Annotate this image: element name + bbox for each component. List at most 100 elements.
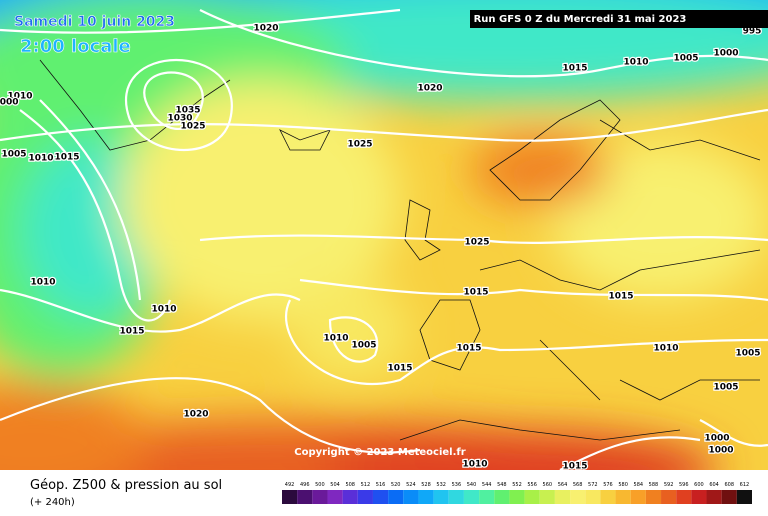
colorbar-swatch: [539, 490, 555, 504]
colorbar-label: 524: [406, 482, 416, 488]
isobar-label: 1000: [713, 49, 738, 59]
colorbar-swatch: [494, 490, 510, 504]
colorbar-label: 500: [315, 482, 325, 488]
isobar-label: 1015: [119, 327, 144, 337]
isobar-label: 1025: [464, 238, 489, 248]
isobar-label: 1025: [180, 122, 205, 132]
colorbar-label: 520: [391, 482, 401, 488]
forecast-time: 2:00 locale: [20, 36, 131, 57]
isobar-label: 1020: [417, 84, 442, 94]
colorbar-label: 544: [482, 482, 492, 488]
colorbar-label: 540: [467, 482, 477, 488]
footer-lead: (+ 240h): [30, 497, 75, 508]
isobar-label: 1010: [151, 305, 176, 315]
colorbar-swatch: [463, 490, 480, 504]
colorbar-swatch: [327, 490, 343, 504]
isobar-label: 1000: [0, 98, 19, 108]
footer-title: Géop. Z500 & pression au sol: [30, 478, 222, 493]
colorbar-swatch: [524, 490, 540, 504]
colorbar-label: 516: [376, 482, 386, 488]
isobar-label: 1010: [653, 344, 678, 354]
isobar-label: 1005: [735, 349, 760, 359]
colorbar-swatch: [645, 490, 662, 504]
colorbar-label: 604: [709, 482, 719, 488]
isobar-label: 1030: [167, 114, 192, 124]
colorbar-swatch: [600, 490, 616, 504]
colorbar-label: 504: [330, 482, 340, 488]
isobar-label: 1005: [351, 341, 376, 351]
isobar-label: 1015: [562, 64, 587, 74]
isobar-label: 1020: [253, 24, 278, 34]
isobar-label: 995: [743, 27, 762, 37]
isobar-label: 1025: [347, 140, 372, 150]
colorbar-swatch: [342, 490, 358, 504]
colorbar-label: 596: [679, 482, 689, 488]
isobar-label: 1020: [183, 410, 208, 420]
isobar-label: 1015: [387, 364, 412, 374]
colorbar-label: 568: [573, 482, 583, 488]
colorbar-swatch: [433, 490, 449, 504]
isobar-label: 1035: [175, 106, 200, 116]
isobar-label: 1015: [562, 462, 587, 472]
isobar-label: 1015: [456, 344, 481, 354]
isobar-label: 1005: [713, 383, 738, 393]
isobar-label: 1010: [7, 92, 32, 102]
colorbar-swatch: [312, 490, 328, 504]
colorbar-label: 564: [558, 482, 568, 488]
colorbar-label: 552: [512, 482, 522, 488]
run-info: Run GFS 0 Z du Mercredi 31 mai 2023: [474, 14, 687, 25]
isobar-label: 1015: [54, 153, 79, 163]
colorbar-swatch: [479, 490, 495, 504]
isobar-label: 1005: [673, 54, 698, 64]
isobar-label: 1010: [462, 460, 487, 470]
colorbar-swatch: [615, 490, 631, 504]
colorbar-label: 588: [649, 482, 659, 488]
isobar-label: 1010: [623, 58, 648, 68]
colorbar-label: 580: [618, 482, 628, 488]
colorbar-swatch: [676, 490, 692, 504]
colorbar-label: 548: [497, 482, 507, 488]
isobar-label: 1010: [323, 334, 348, 344]
colorbar-label: 536: [452, 482, 462, 488]
colorbar-label: 532: [436, 482, 446, 488]
isobar-label: 1015: [463, 288, 488, 298]
colorbar-label: 492: [285, 482, 295, 488]
colorbar-swatch: [706, 490, 722, 504]
isobars: [0, 8, 768, 470]
colorbar-swatch: [388, 490, 404, 504]
isobar-label: 1010: [30, 278, 55, 288]
colorbar-label: 496: [300, 482, 310, 488]
colorbar-label: 584: [634, 482, 644, 488]
colorbar-label: 512: [361, 482, 371, 488]
run-banner: [470, 10, 768, 28]
colorbar-label: 560: [543, 482, 553, 488]
colorbar-swatch: [372, 490, 389, 504]
colorbar-swatch: [297, 490, 313, 504]
colorbar: 492 496 500 504 508 512 516 520 524 528 532 536 540 5…: [282, 482, 752, 504]
colorbar-swatch: [357, 490, 373, 504]
colorbar-swatch: [661, 490, 677, 504]
colorbar-label: 556: [527, 482, 537, 488]
colorbar-swatch: [736, 490, 752, 504]
colorbar-label: 576: [603, 482, 613, 488]
colorbar-swatch: [418, 490, 434, 504]
colorbar-swatch: [721, 490, 737, 504]
colorbar-label: 528: [421, 482, 431, 488]
colorbar-swatch: [630, 490, 646, 504]
isobar-label: 1000: [704, 434, 729, 444]
colorbar-swatch: [691, 490, 707, 504]
colorbar-label: 572: [588, 482, 598, 488]
colorbar-swatch: [585, 490, 601, 504]
isobar-label: 1000: [708, 446, 733, 456]
colorbar-swatch: [403, 490, 419, 504]
isobar-label: 1015: [608, 292, 633, 302]
colorbar-label: 600: [694, 482, 704, 488]
colorbar-label: 612: [740, 482, 750, 488]
isobar-label: 1010: [28, 154, 53, 164]
colorbar-swatch: [554, 490, 571, 504]
colorbar-label: 592: [664, 482, 674, 488]
colorbar-swatch: [570, 490, 586, 504]
